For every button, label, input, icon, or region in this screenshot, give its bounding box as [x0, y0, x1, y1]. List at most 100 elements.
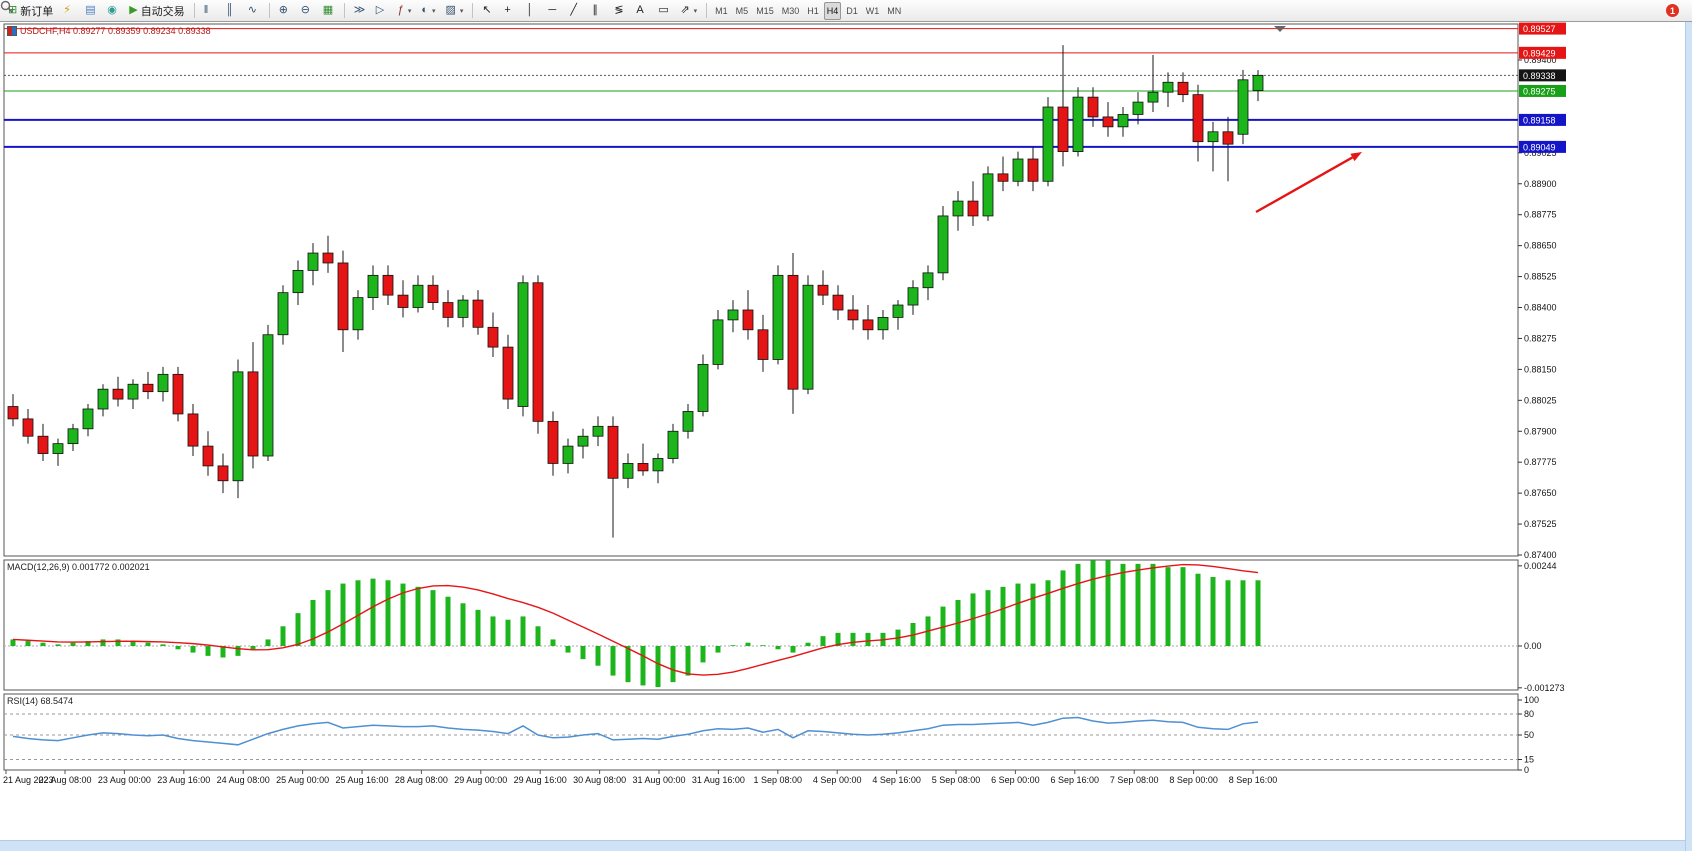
- time-tick-label: 29 Aug 00:00: [454, 775, 507, 785]
- macd-bar: [460, 603, 466, 646]
- candle-body: [652, 458, 664, 472]
- time-tick-label: 22 Aug 08:00: [38, 775, 91, 785]
- tile-windows-button[interactable]: ▦: [319, 2, 339, 20]
- time-tick-label: 25 Aug 16:00: [335, 775, 388, 785]
- candle-body: [382, 274, 394, 296]
- rsi-scale[interactable]: 100 80 50 150: [1518, 695, 1539, 775]
- arrows-button[interactable]: ⇗ ▾: [676, 2, 701, 20]
- chart-shift-marker[interactable]: [1274, 26, 1286, 32]
- price-tick-label: 0.88650: [1524, 241, 1557, 251]
- toolbar-separator: [193, 3, 195, 18]
- time-tick-label: 29 Aug 16:00: [514, 775, 567, 785]
- template-button[interactable]: ▨ ▾: [442, 2, 468, 20]
- rsi-tick-label: 0: [1524, 765, 1529, 775]
- candle-body: [517, 282, 529, 407]
- text-button[interactable]: A: [632, 2, 652, 20]
- bar-chart-button[interactable]: ‖: [200, 2, 220, 20]
- panel-border: [3, 559, 1519, 691]
- candle-body: [397, 294, 409, 308]
- crosshair-button[interactable]: +: [500, 2, 520, 20]
- price-label-text: 0.89275: [1523, 86, 1556, 96]
- bar-chart-icon: ‖: [203, 4, 209, 16]
- time-tick-label: 23 Aug 16:00: [157, 775, 210, 785]
- macd-bar: [220, 646, 226, 658]
- cursor-button[interactable]: ↖: [478, 2, 498, 20]
- macd-bar: [775, 646, 781, 650]
- period-button[interactable]: ◐ ▾: [417, 2, 439, 20]
- time-tick-label: 25 Aug 00:00: [276, 775, 329, 785]
- macd-bar: [1150, 563, 1156, 646]
- timeframe-m15[interactable]: M15: [753, 2, 777, 20]
- price-tick-label: 0.88150: [1524, 364, 1557, 374]
- macd-bar: [85, 641, 91, 646]
- price-label-text: 0.89338: [1523, 71, 1556, 81]
- horizontal-level-lines[interactable]: [4, 28, 1518, 148]
- chart-shift-button[interactable]: ▷: [372, 2, 392, 20]
- annotation-arrow[interactable]: [1255, 152, 1362, 214]
- time-tick-label: 8 Sep 00:00: [1169, 775, 1218, 785]
- candle-body: [817, 284, 829, 296]
- candle-body: [757, 329, 769, 360]
- price-scale[interactable]: 0.894000.890250.889000.887750.886500.885…: [1518, 22, 1566, 560]
- candle-body: [1207, 131, 1219, 143]
- timeframe-mn[interactable]: MN: [884, 2, 904, 20]
- search-icon[interactable]: [0, 0, 14, 14]
- horizontal-scrollbar[interactable]: [0, 840, 1692, 851]
- timeframe-h1[interactable]: H1: [804, 2, 822, 20]
- timeframe-m5[interactable]: M5: [733, 2, 752, 20]
- time-tick-label: 31 Aug 00:00: [632, 775, 685, 785]
- line-chart-button[interactable]: ∿: [244, 2, 264, 20]
- auto-scroll-button[interactable]: ≫: [350, 2, 370, 20]
- toolbar-separator: [706, 3, 708, 18]
- candle-body: [847, 309, 859, 321]
- quick-trade-button[interactable]: ⚡: [59, 2, 79, 20]
- price-tick-label: 0.88775: [1524, 210, 1557, 220]
- candle-body: [1102, 116, 1114, 128]
- candle-body: [1012, 158, 1024, 182]
- candle-body: [907, 287, 919, 306]
- candle-body: [772, 274, 784, 360]
- zoom-in-button[interactable]: ⊕: [275, 2, 295, 20]
- candle-body: [592, 425, 604, 437]
- fibonacci-button[interactable]: ≶: [610, 2, 630, 20]
- macd-bar: [820, 636, 826, 646]
- price-label-box: [1519, 22, 1566, 35]
- timeframe-m1[interactable]: M1: [712, 2, 731, 20]
- vertical-line-button[interactable]: │: [522, 2, 542, 20]
- horizontal-line-button[interactable]: ─: [544, 2, 564, 20]
- notification-badge[interactable]: 1: [1666, 4, 1679, 17]
- quick-trade-icon: ⚡: [63, 4, 71, 16]
- navigator-button[interactable]: ◉: [103, 2, 123, 20]
- timeframe-w1[interactable]: W1: [863, 2, 883, 20]
- trendline-button[interactable]: ╱: [566, 2, 586, 20]
- new-order-button[interactable]: ⊞ 新订单: [4, 2, 57, 20]
- data-window-button[interactable]: ▤: [81, 2, 101, 20]
- toolbar: ⊞ 新订单 ⚡ ▤ ◉ ▶ 自动交易 ‖ ║ ∿ ⊕ ⊖ ▦ ≫ ▷ ƒ ▾ ◐ ▾ ▨ ▾ ↖ + │ ─ ╱ ∥ ≶ A ▭ ⇗ ▾ M1 M…: [0, 0, 1692, 22]
- candle-body: [547, 420, 559, 464]
- macd-scale[interactable]: 0.00244 0.00 -0.001273: [1518, 561, 1565, 693]
- candle-body: [427, 284, 439, 303]
- macd-bar: [130, 641, 136, 646]
- indicators-button[interactable]: ƒ ▾: [394, 2, 416, 20]
- macd-bar: [295, 613, 301, 646]
- label-button[interactable]: ▭: [654, 2, 674, 20]
- auto-trading-button[interactable]: ▶ 自动交易: [125, 2, 188, 20]
- timeframe-m30[interactable]: M30: [779, 2, 803, 20]
- zoom-out-button[interactable]: ⊖: [297, 2, 317, 20]
- timeframe-h4[interactable]: H4: [823, 1, 842, 20]
- macd-bar: [1045, 580, 1051, 646]
- dropdown-arrow-icon: ▾: [693, 7, 698, 15]
- vertical-scrollbar[interactable]: [1685, 0, 1692, 851]
- timeframe-m5-label: M5: [735, 5, 749, 16]
- macd-bar: [55, 644, 61, 646]
- channel-button[interactable]: ∥: [588, 2, 608, 20]
- time-tick-label: 5 Sep 08:00: [932, 775, 981, 785]
- timeframe-d1[interactable]: D1: [843, 2, 861, 20]
- toolbar-separator: [343, 3, 345, 18]
- data-window-icon: ▤: [85, 4, 96, 16]
- candlestick-chart-button[interactable]: ║: [222, 2, 242, 20]
- macd-bar: [1180, 567, 1186, 646]
